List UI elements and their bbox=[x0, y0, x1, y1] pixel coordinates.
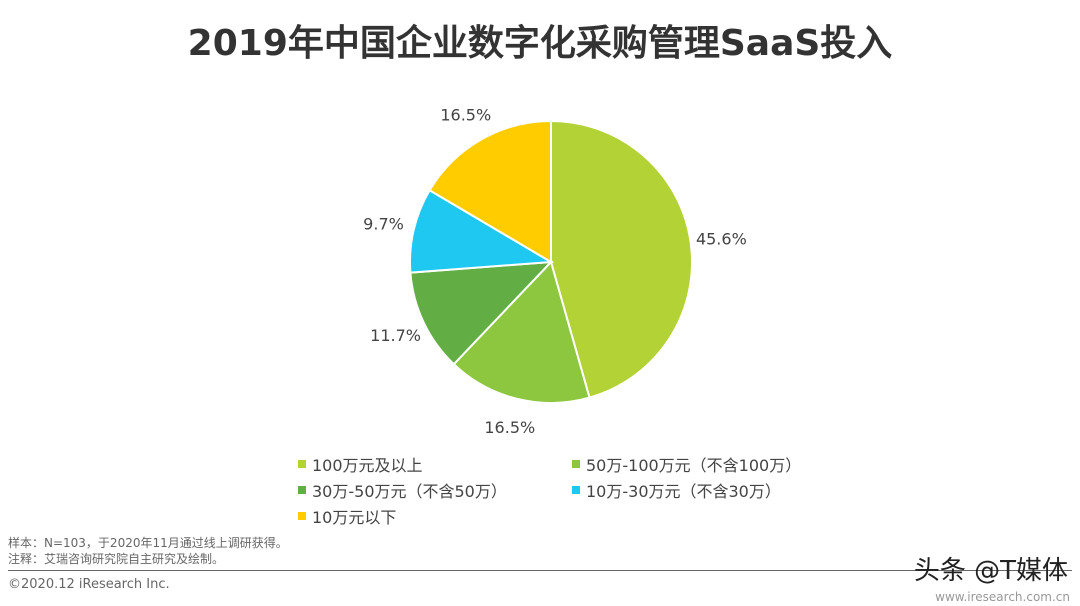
legend-item: 50万-100万元（不含100万） bbox=[572, 452, 801, 476]
slice-label: 16.5% bbox=[440, 105, 491, 124]
chart-title: 2019年中国企业数字化采购管理SaaS投入 bbox=[187, 23, 893, 64]
site-url: www.iresearch.com.cn bbox=[935, 590, 1070, 604]
pie-slice bbox=[409, 188, 555, 274]
pie-slice bbox=[452, 260, 591, 404]
legend-item: 30万-50万元（不含50万） bbox=[298, 478, 507, 502]
pie-slice bbox=[428, 119, 552, 264]
sample-note: 样本：N=103，于2020年11月通过线上调研获得。 bbox=[8, 536, 288, 550]
legend-swatch bbox=[298, 460, 306, 468]
legend-label: 50万-100万元（不含100万） bbox=[586, 456, 802, 475]
legend-label: 100万元及以上 bbox=[312, 456, 423, 475]
slice-label: 11.7% bbox=[370, 326, 421, 345]
slice-label: 45.6% bbox=[696, 230, 747, 249]
legend-label: 10万元以下 bbox=[312, 508, 397, 527]
legend-label: 10万-30万元（不含30万） bbox=[586, 482, 781, 501]
watermark: 头条 @T媒体 bbox=[913, 556, 1068, 586]
legend-swatch bbox=[298, 512, 306, 520]
pie-slice bbox=[409, 260, 554, 366]
copyright: ©2020.12 iResearch Inc. bbox=[8, 577, 170, 592]
legend-swatch bbox=[298, 486, 306, 494]
legend-item: 10万-30万元（不含30万） bbox=[572, 478, 781, 502]
legend-item: 10万元以下 bbox=[298, 504, 396, 528]
source-note: 注释：艾瑞咨询研究院自主研究及绘制。 bbox=[8, 552, 225, 566]
slice-label: 9.7% bbox=[363, 214, 404, 233]
slice-label: 16.5% bbox=[484, 418, 535, 437]
pie-slice bbox=[550, 119, 693, 399]
legend-swatch bbox=[572, 460, 580, 468]
legend-item: 100万元及以上 bbox=[298, 452, 423, 476]
legend-swatch bbox=[572, 486, 580, 494]
legend-label: 30万-50万元（不含50万） bbox=[312, 482, 507, 501]
pie-chart: 45.6% 16.5% 11.7% 9.7% 16.5% bbox=[363, 105, 747, 437]
divider bbox=[8, 570, 1072, 571]
